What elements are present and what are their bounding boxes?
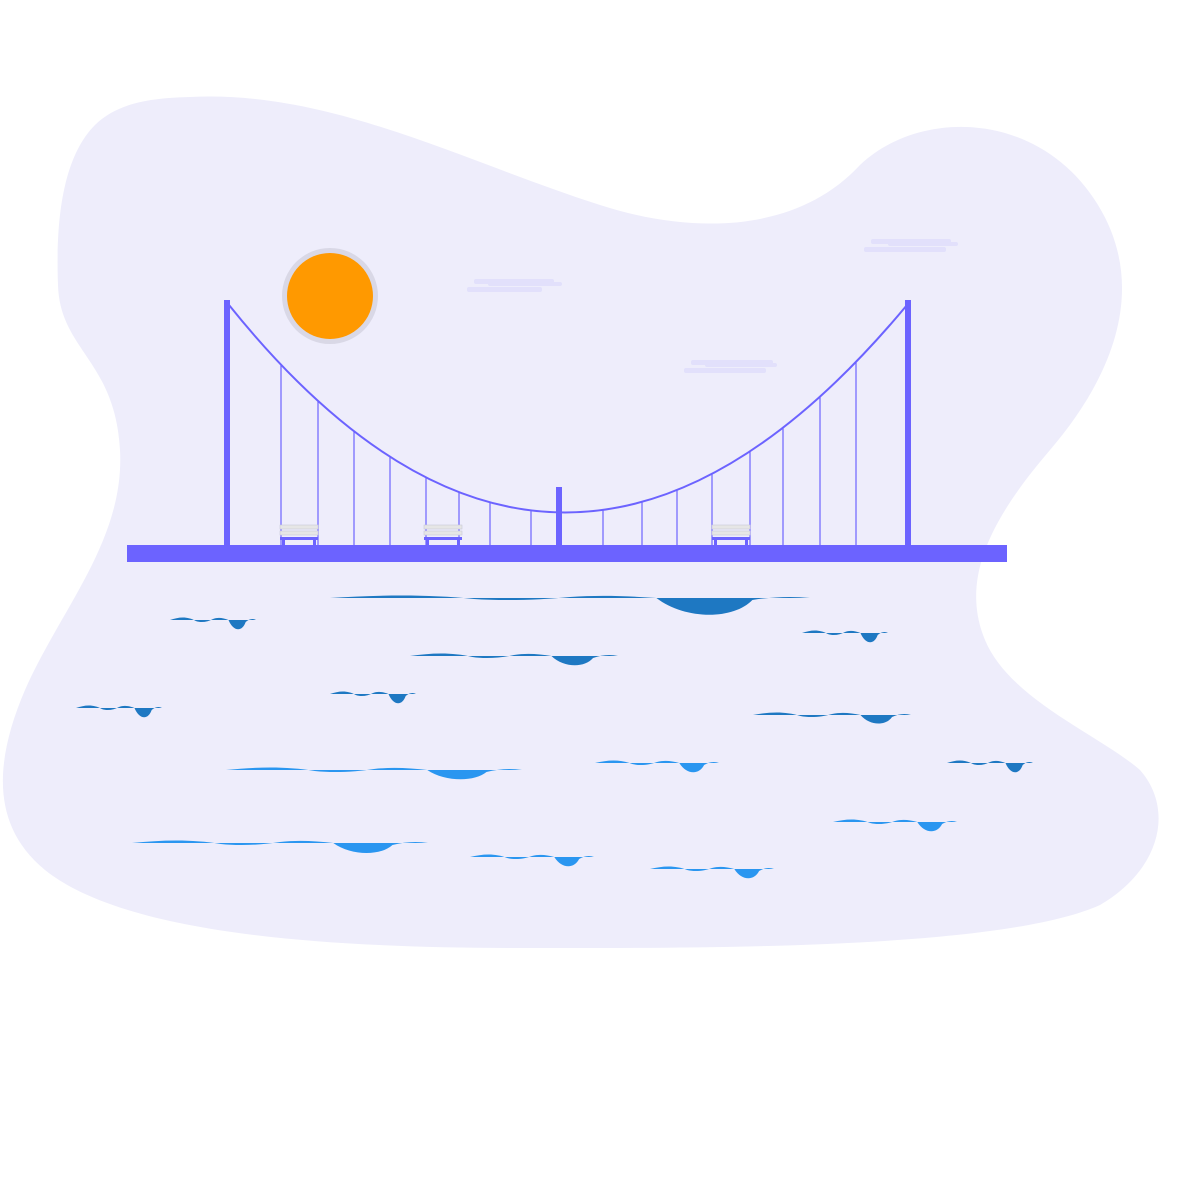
main-cable [228,304,908,514]
suspension-bridge [127,300,1007,562]
wave [947,760,1033,773]
bench-icon [279,524,319,545]
wave [330,691,416,704]
center-post [556,487,562,546]
bench-icon [423,524,463,545]
wave [76,705,162,718]
bench-icon [711,524,751,545]
wave [470,854,594,867]
wave [132,840,428,854]
wave [226,767,522,780]
right-tower [905,300,911,546]
cloud-icon [467,279,562,292]
bridge-deck [127,545,1007,562]
wave [753,712,911,724]
hanger-cables [280,361,857,545]
wave [170,617,256,630]
wave [410,653,618,666]
wave [330,595,810,615]
cloud-icon [864,239,958,252]
sun-icon [282,248,378,344]
wave [802,630,888,643]
wave [833,819,957,832]
water-waves [76,595,1033,879]
cloud-icon [684,360,777,373]
background-blob [2,96,1159,949]
left-tower [224,300,230,546]
wave [595,760,719,773]
wave [650,866,774,879]
